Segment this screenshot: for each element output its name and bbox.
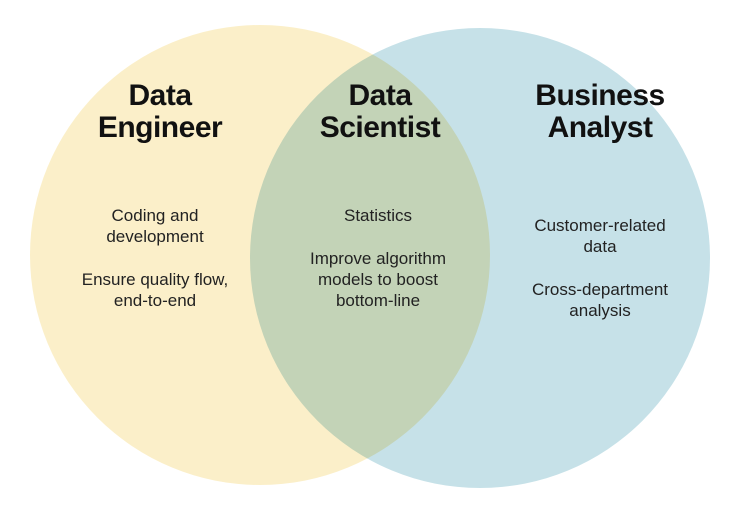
right-region-desc: Customer-related data Cross-department a… bbox=[505, 215, 695, 321]
left-region-desc-block: Coding and development Ensure quality fl… bbox=[55, 205, 255, 311]
center-region-desc: Statistics Improve algorithm models to b… bbox=[283, 205, 473, 311]
venn-diagram: Data Engineer Coding and development Ens… bbox=[0, 0, 733, 515]
right-region-title: Business Analyst bbox=[505, 80, 695, 143]
left-region-title-block: Data Engineer bbox=[70, 80, 250, 143]
center-region-desc-block: Statistics Improve algorithm models to b… bbox=[283, 205, 473, 311]
right-region-desc-block: Customer-related data Cross-department a… bbox=[505, 215, 695, 321]
center-region-title-block: Data Scientist bbox=[290, 80, 470, 143]
right-region-title-block: Business Analyst bbox=[505, 80, 695, 143]
left-region-desc: Coding and development Ensure quality fl… bbox=[55, 205, 255, 311]
center-region-title: Data Scientist bbox=[290, 80, 470, 143]
left-region-title: Data Engineer bbox=[70, 80, 250, 143]
